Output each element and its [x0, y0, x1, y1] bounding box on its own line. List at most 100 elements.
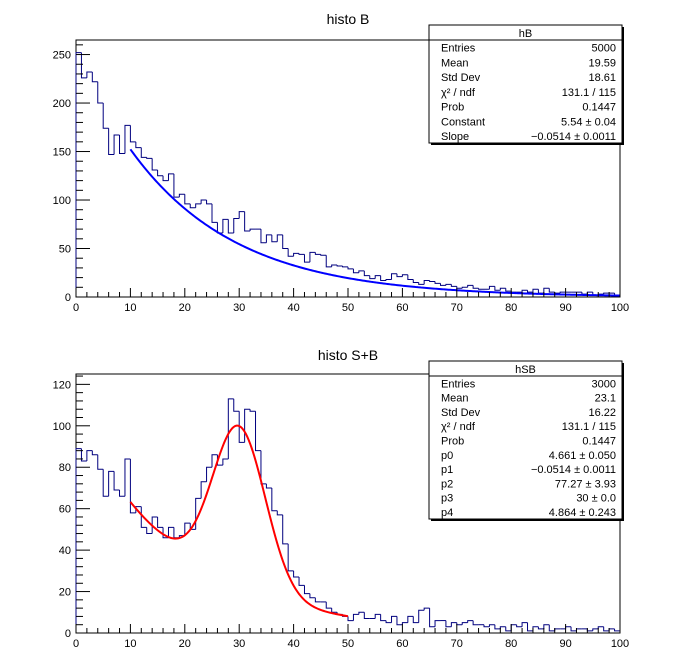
histogram-bin: [429, 280, 436, 282]
histogram-bin: [374, 613, 381, 619]
x-tick-label: 0: [73, 638, 79, 650]
histogram-bin: [293, 570, 300, 578]
histogram-bin: [162, 175, 169, 182]
histogram-bin: [505, 288, 512, 292]
histogram-bin: [162, 527, 169, 539]
histogram-bin: [336, 264, 343, 267]
stats-value: 30 ± 0.0: [576, 493, 616, 505]
histogram-bin: [303, 254, 310, 263]
histogram-bin: [303, 585, 310, 595]
histogram-bin: [151, 158, 158, 171]
x-tick-label: 60: [396, 302, 408, 314]
x-tick-label: 10: [124, 638, 136, 650]
stats-label: Constant: [441, 116, 485, 128]
histogram-bin: [167, 526, 174, 538]
histogram-bin: [548, 624, 555, 632]
histogram-bin: [543, 287, 550, 294]
histogram-bin: [146, 157, 153, 159]
x-tick-label: 0: [73, 302, 79, 314]
histogram-bin: [450, 622, 457, 627]
histogram-bin: [325, 255, 332, 268]
histogram-bin: [233, 217, 240, 233]
x-tick-label: 10: [124, 302, 136, 314]
stats-label: Entries: [441, 378, 476, 390]
histogram-bin: [222, 458, 229, 466]
histogram-bin: [80, 52, 87, 79]
histogram-bin: [167, 173, 174, 181]
histogram-bin: [244, 211, 251, 232]
histogram-bin: [565, 626, 572, 629]
histogram-bin: [238, 211, 245, 219]
stats-value: 4.864 ± 0.243: [549, 507, 616, 519]
histogram-bin: [97, 454, 104, 470]
histogram-bin: [108, 128, 115, 155]
histogram-bin: [287, 543, 294, 572]
histogram-bin: [532, 288, 539, 293]
x-tick-label: 30: [233, 638, 245, 650]
histogram-bin: [385, 620, 392, 624]
stats-label: Slope: [441, 131, 469, 143]
stats-value: 16.22: [588, 407, 616, 419]
histogram-bin: [195, 203, 202, 208]
histogram-bin: [412, 279, 419, 283]
histogram-bin: [265, 234, 272, 243]
x-tick-label: 20: [179, 302, 191, 314]
histogram-bin: [570, 626, 577, 632]
histogram-bin: [521, 289, 528, 293]
fit-curve: [129, 424, 349, 618]
histogram-bin: [325, 601, 332, 609]
histogram-bin: [282, 234, 289, 250]
x-tick-label: 50: [342, 638, 354, 650]
histogram-bin: [472, 285, 479, 289]
histogram-bin: [249, 409, 256, 412]
histogram-bin: [358, 611, 365, 615]
histogram-bin: [184, 194, 191, 205]
chart-title: histo B: [327, 11, 370, 27]
histogram-bin: [548, 288, 555, 293]
histogram-bin: [445, 620, 452, 628]
stats-label: Std Dev: [441, 407, 481, 419]
histogram-bin: [467, 284, 474, 288]
stats-label: p0: [441, 450, 453, 462]
histogram-bin: [575, 628, 582, 631]
histogram-bin: [418, 282, 425, 285]
histogram-bin: [347, 616, 354, 622]
histogram-bin: [282, 514, 289, 545]
histogram-bin: [211, 454, 218, 468]
stats-box-frame: [428, 360, 623, 520]
histogram-bin: [461, 286, 468, 289]
stats-box: hB Entries 5000 Mean 19.59 Std Dev 18.61 χ² / n…: [428, 24, 624, 145]
stats-label: Std Dev: [441, 72, 481, 84]
histogram-bin: [385, 279, 392, 281]
histogram-bin: [581, 292, 588, 295]
histogram-bin: [592, 628, 599, 631]
histogram-bin: [380, 275, 387, 282]
x-tick-label: 100: [611, 302, 629, 314]
chart-title: histo S+B: [318, 347, 378, 363]
histogram-bin: [391, 273, 397, 280]
histogram-bin: [227, 398, 234, 459]
histogram-bin: [129, 125, 136, 143]
histogram-bin: [260, 450, 267, 485]
stats-box-name: hSB: [515, 364, 536, 376]
histogram-bin: [314, 597, 321, 603]
histogram-bin: [91, 72, 98, 83]
y-tick-label: 20: [59, 587, 71, 599]
histogram-bin: [151, 516, 158, 534]
stats-value: −0.0514 ± 0.0011: [531, 131, 616, 143]
y-tick-label: 120: [53, 379, 71, 391]
histogram-bin: [434, 281, 441, 284]
histogram-bin: [216, 222, 223, 234]
histogram-bin: [233, 398, 240, 412]
histogram-bin: [396, 616, 403, 626]
histogram-bin: [488, 285, 495, 290]
x-tick-label: 80: [505, 638, 517, 650]
histogram-bin: [200, 481, 207, 499]
stats-label: Mean: [441, 393, 469, 405]
y-tick-label: 200: [53, 98, 71, 110]
stats-label: p3: [441, 493, 453, 505]
histogram-bin: [614, 628, 620, 632]
stats-value: −0.0514 ± 0.0011: [531, 464, 616, 476]
histogram-bin: [108, 470, 115, 497]
